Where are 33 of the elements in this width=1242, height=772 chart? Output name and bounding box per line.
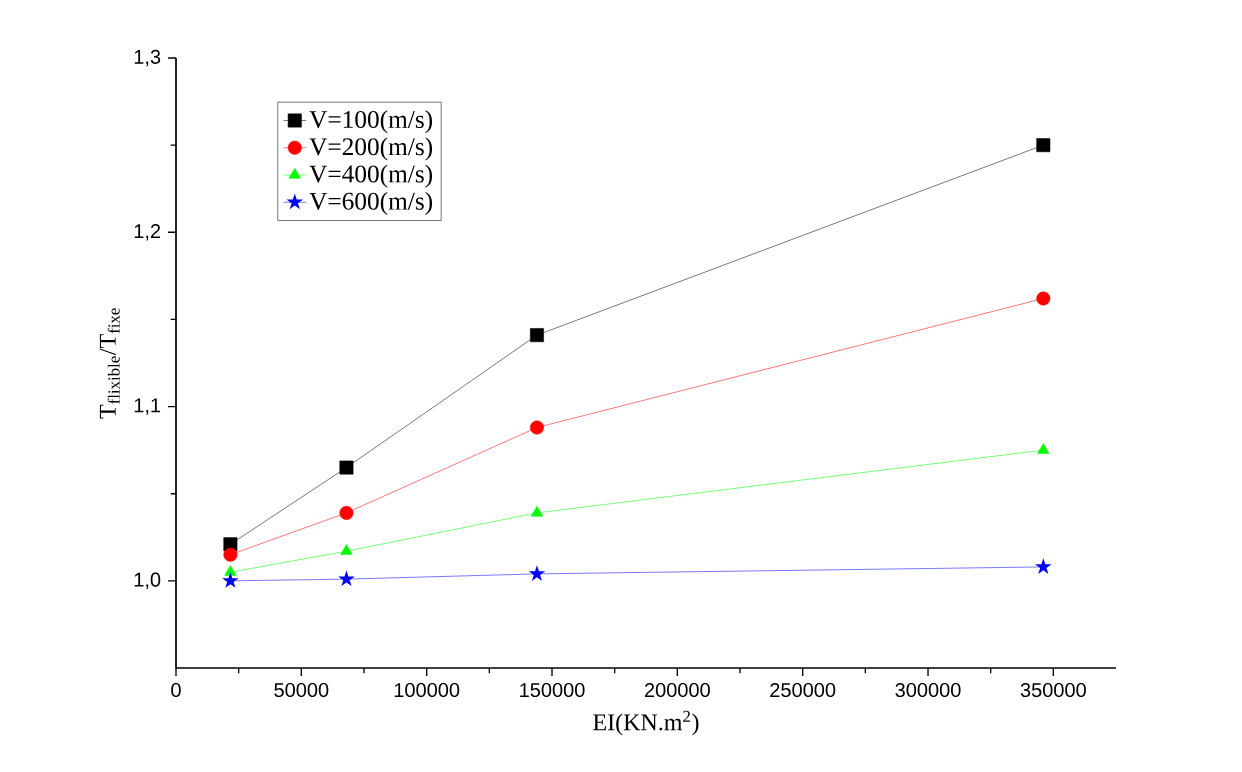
x-tick-label: 300000 bbox=[895, 682, 961, 698]
y-tick-label: 1,1 bbox=[134, 398, 161, 415]
x-tick-label: 250000 bbox=[770, 682, 836, 698]
point bbox=[339, 505, 354, 520]
point bbox=[1035, 558, 1052, 574]
x-tick-label: 200000 bbox=[644, 682, 710, 698]
x-tick-label: 350000 bbox=[1020, 682, 1086, 698]
x-tick-label: 50000 bbox=[274, 682, 329, 698]
point bbox=[530, 328, 544, 343]
point bbox=[338, 570, 355, 587]
point bbox=[1036, 138, 1051, 153]
point bbox=[223, 547, 238, 562]
x-tick-label: 0 bbox=[171, 682, 181, 698]
legend-label: V=600(m/s) bbox=[309, 191, 433, 215]
point bbox=[1037, 443, 1050, 454]
x-axis-title: EI(KN.m$^{2}$) bbox=[593, 710, 699, 736]
y-tick-label: 1,3 bbox=[134, 49, 161, 67]
x-tick-label: 150000 bbox=[520, 682, 585, 698]
x-tick-label: 100000 bbox=[394, 682, 460, 698]
point bbox=[224, 565, 237, 576]
legend-label: V=200(m/s) bbox=[309, 137, 433, 161]
point bbox=[340, 544, 353, 555]
point bbox=[528, 565, 546, 581]
point bbox=[530, 420, 544, 435]
y-tick-label: 1,2 bbox=[134, 224, 161, 241]
point bbox=[222, 572, 239, 588]
legend-label: V=100(m/s) bbox=[309, 110, 433, 134]
y-axis-title: T$_{flixible}$/T$_{fixe}$ bbox=[99, 308, 120, 419]
point bbox=[530, 505, 544, 517]
legend-label: V=400(m/s) bbox=[309, 164, 433, 188]
y-tick-label: 1,0 bbox=[134, 572, 161, 590]
point bbox=[1036, 291, 1051, 306]
point bbox=[339, 460, 354, 475]
